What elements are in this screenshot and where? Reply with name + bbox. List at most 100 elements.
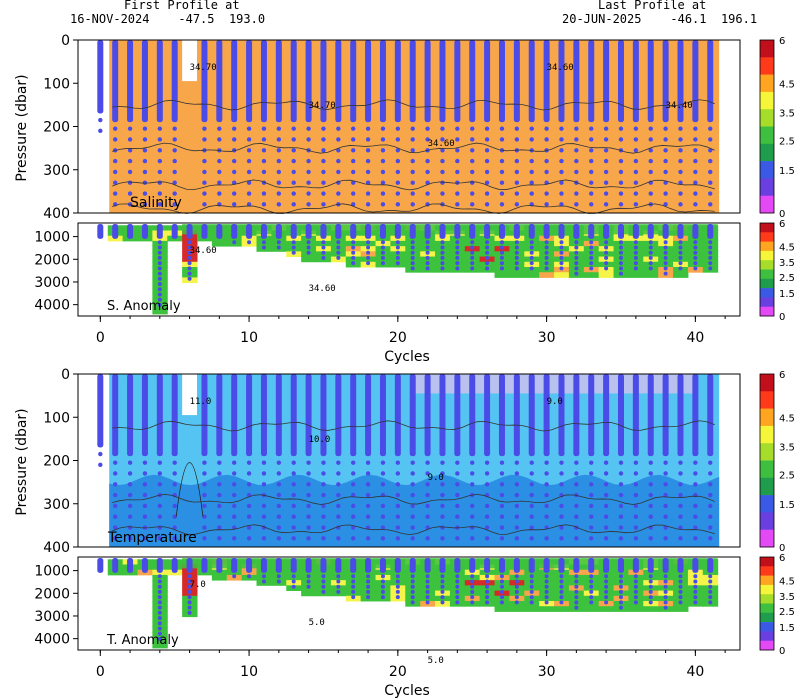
colorbar-tick: 6 [779,370,785,381]
profile-cycle-22 [424,558,431,605]
salinity-gap [182,40,198,82]
colorbar-tick: 4.5 [779,576,795,587]
profile-cycle-18 [365,224,372,266]
profile-cycle-40 [692,374,699,541]
profile-cycle-28 [513,374,520,541]
profile-cycle-27 [498,40,505,207]
profile-cycle-32 [573,374,580,541]
profile-cycle-33 [588,558,595,605]
profile-cycle-3 [141,40,148,207]
profile-cycle-38 [662,224,669,276]
colorbar-tick: 1.5 [779,289,795,300]
y-tick-label: 1000 [34,230,70,246]
profile-cycle-11 [260,558,267,584]
profile-cycle-29 [528,374,535,541]
s-anomaly-x-axis-label: Cycles [384,349,430,365]
profile-cycle-18 [365,40,372,207]
profile-cycle-38 [662,40,669,207]
profile-cycle-32 [573,40,580,207]
profile-cycle-27 [498,558,505,605]
colorbar-tick: 4.5 [779,413,795,424]
profile-cycle-16 [335,40,342,207]
profile-cycle-1 [112,558,119,573]
profile-cycle-12 [275,558,282,584]
profile-cycle-35 [617,558,624,610]
profile-cycle-26 [484,374,491,541]
profile-cycle-22 [424,374,431,541]
profile-cycle-33 [588,40,595,207]
x-tick-label: 30 [538,330,556,346]
profile-cycle-32 [573,224,580,276]
profile-cycle-26 [484,558,491,605]
y-tick-label: 400 [43,206,70,222]
y-tick-label: 0 [61,367,70,383]
profile-cycle-14 [305,224,312,255]
profile-cycle-37 [647,558,654,605]
profile-cycle-40 [692,224,699,271]
profile-cycle-15 [320,224,327,260]
contour-label: 34.40 [666,101,693,111]
profile-cycle-22 [424,224,431,271]
x-tick-label: 40 [686,330,704,346]
colorbar-tick: 4.5 [779,242,795,253]
x-tick-label: 10 [240,664,258,680]
profile-cycle-15 [320,374,327,541]
profile-cycle-16 [335,558,342,594]
profile-cycle-9 [231,40,238,207]
colorbar-tick: 6 [779,36,785,47]
profile-cycle-11 [260,40,267,207]
profile-cycle-9 [231,558,238,579]
profile-cycle-41 [707,224,714,271]
contour-label: 34.60 [190,246,217,256]
profile-cycle-2 [127,40,134,207]
profile-cycle-26 [484,224,491,271]
profile-cycle-39 [677,224,684,271]
profile-dots-temperature [97,374,714,541]
y-tick-label: 300 [43,497,70,513]
profile-cycle-3 [141,558,148,573]
contour-label: 34.70 [190,63,217,73]
profile-cycle-18 [365,558,372,600]
profile-cycle-21 [409,40,416,207]
profile-cycle-0 [97,558,104,573]
colorbar-tick: 6 [779,553,785,564]
colorbar-3: 6 4.5 3.5 2.5 1.5 0 [759,553,795,657]
profile-cycle-20 [394,558,401,600]
colorbar-tick: 3.5 [779,443,795,454]
profile-cycle-40 [692,558,699,605]
x-tick-label: 20 [389,330,407,346]
profile-cycle-39 [677,558,684,605]
profile-cycle-11 [260,374,267,541]
profile-cycle-24 [454,40,461,207]
profile-cycle-37 [647,40,654,207]
y-tick-label: 0 [61,33,70,49]
profile-cycle-30 [543,558,550,605]
profile-cycle-20 [394,374,401,541]
profile-cycle-4 [156,224,163,307]
temperature-y-axis-label: Pressure (dbar) [14,408,30,515]
y-tick-label: 300 [43,163,70,179]
profile-cycle-37 [647,224,654,271]
temperature-anomaly-panel: 7.0 5.0 5.0 1000 2000 3000 4000 0 10 20 30 40 Cyc… [34,556,741,699]
first-profile-value: 16-NOV-2024 -47.5 193.0 [70,12,265,26]
colorbar-tick: 4.5 [779,79,795,90]
profile-dots-salinity [97,40,714,207]
y-tick-label: 3000 [34,275,70,291]
colorbars: 64.53.52.51.5064.53.52.51.5064.53.52.51.… [759,36,795,657]
y-tick-label: 4000 [34,298,70,314]
y-tick-label: 400 [43,540,70,556]
x-tick-label: 30 [538,664,556,680]
colorbar-tick: 2.5 [779,607,795,618]
profile-cycle-33 [588,374,595,541]
profile-cycle-7 [201,40,208,207]
profile-cycle-7 [201,558,208,573]
profile-cycle-6 [186,558,193,615]
profile-cycle-24 [454,224,461,271]
profile-cycle-12 [275,40,282,207]
profile-cycle-1 [112,374,119,541]
colorbar-tick: 0 [779,312,785,323]
y-tick-label: 3000 [34,609,70,625]
contour-label: 5.0 [428,656,444,666]
profile-cycle-31 [558,558,565,605]
temperature-panel-label: Temperature [107,530,197,546]
